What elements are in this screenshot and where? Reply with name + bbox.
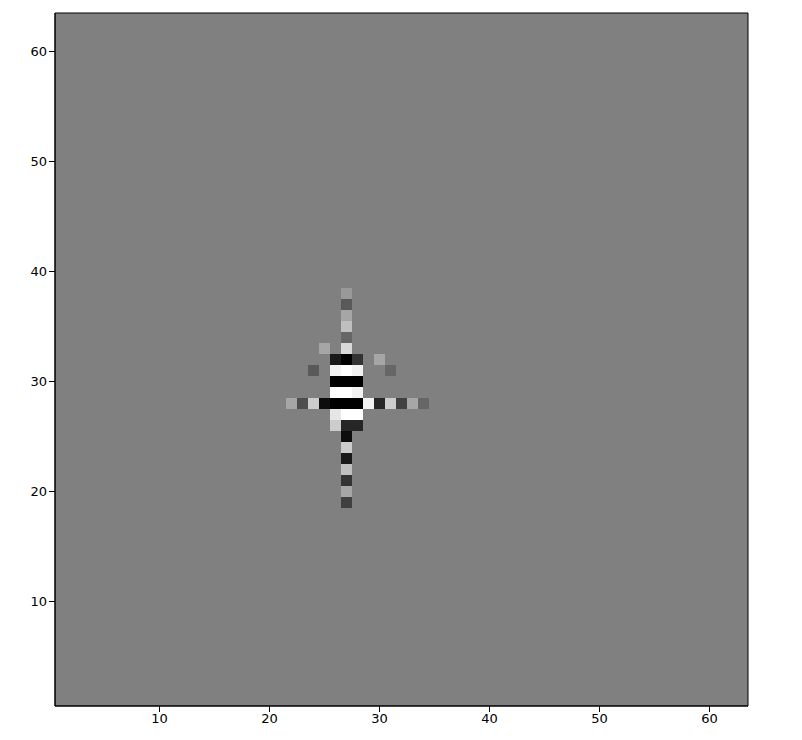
svg-text:50: 50 (591, 711, 608, 726)
svg-text:50: 50 (30, 154, 47, 169)
svg-text:40: 40 (481, 711, 498, 726)
svg-text:30: 30 (371, 711, 388, 726)
svg-text:60: 60 (701, 711, 718, 726)
svg-text:40: 40 (30, 264, 47, 279)
svg-text:10: 10 (151, 711, 168, 726)
svg-text:60: 60 (30, 44, 47, 59)
svg-text:20: 20 (261, 711, 278, 726)
svg-text:30: 30 (30, 374, 47, 389)
svg-text:20: 20 (30, 484, 47, 499)
svg-text:10: 10 (30, 594, 47, 609)
